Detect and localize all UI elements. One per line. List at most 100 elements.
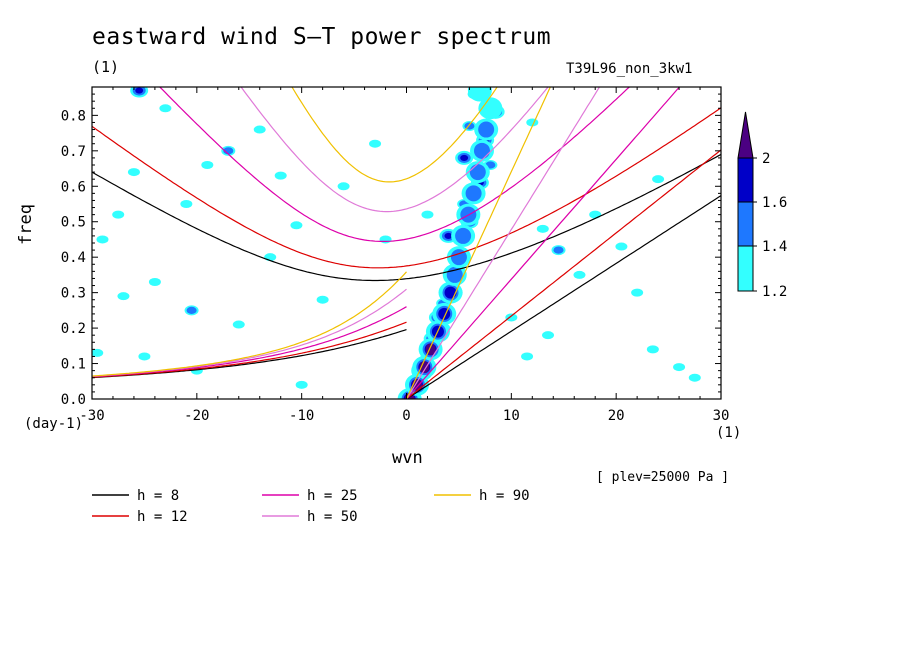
contour-blob: [92, 348, 104, 357]
x-tick-label: 10: [503, 408, 520, 424]
pressure-level-annotation: [ plev=25000 Pa ]: [596, 470, 730, 485]
kelvin-curve: [405, 87, 601, 399]
x-tick-label: 0: [402, 408, 410, 424]
colorbar-segment: [737, 201, 754, 247]
ig-curve: [92, 153, 721, 282]
contour-band: [478, 97, 503, 120]
y-unit-label: (day-1): [24, 416, 84, 432]
contour-band: [478, 121, 495, 138]
contour-blob: [369, 139, 382, 148]
contour-blob: [316, 295, 329, 304]
contour-blob: [159, 104, 172, 113]
y-tick-label: 0.5: [61, 215, 86, 231]
contour-band: [444, 286, 457, 299]
contour-blob: [688, 373, 701, 382]
y-tick-label: 0.4: [61, 250, 86, 266]
colorbar-segment: [737, 245, 754, 292]
contour-blob: [379, 235, 392, 244]
y-tick-label: 0.1: [61, 357, 86, 373]
contour-blob: [631, 288, 644, 297]
y-tick-label: 0.3: [61, 286, 86, 302]
kelvin-curve: [406, 149, 721, 399]
colorbar-label: 1.4: [762, 239, 787, 255]
contour-blob: [232, 320, 245, 329]
colorbar-label: 1.2: [762, 284, 787, 300]
contour-blob: [148, 278, 161, 286]
x-tick-label: -20: [184, 408, 209, 424]
contour-blob: [180, 200, 193, 208]
contour-band: [455, 227, 472, 244]
legend-label: h = 25: [307, 488, 358, 504]
contour-blob: [589, 210, 602, 219]
y-tick-label: 0.0: [61, 392, 86, 408]
contour-blob: [615, 242, 628, 251]
contour-band: [465, 185, 482, 202]
kelvin-curve: [406, 87, 681, 399]
dispersion-curve-layer: [92, 87, 721, 399]
contour-fill-layer: [92, 87, 701, 399]
contour-blob: [274, 171, 287, 180]
legend-label: h = 90: [479, 488, 530, 504]
mrg-curve: [92, 271, 407, 377]
contour-blob: [444, 232, 453, 239]
contour-blob: [138, 352, 151, 361]
contour-band: [450, 249, 467, 266]
contour-blob: [96, 235, 109, 244]
contour-blob: [127, 168, 140, 177]
x-unit-label: (1): [716, 425, 742, 441]
contour-blob: [542, 331, 555, 340]
y-tick-label: 0.2: [61, 321, 86, 337]
contour-band: [419, 361, 430, 374]
contour-blob: [112, 210, 125, 219]
contour-blob: [521, 352, 534, 361]
colorbar-label: 1.6: [762, 195, 787, 211]
contour-blob: [295, 380, 308, 389]
plot-frame: [91, 86, 722, 400]
contour-blob: [673, 363, 686, 372]
colorbar-label: 2: [762, 151, 770, 167]
x-tick-label: -10: [289, 408, 314, 424]
y-tick-label: 0.6: [61, 179, 86, 195]
contour-blob: [646, 345, 659, 354]
contour-blob: [553, 246, 564, 254]
colorbar: 1.2 1.4 1.6 2: [737, 111, 787, 300]
kelvin-curve: [406, 195, 721, 399]
contour-band: [467, 87, 492, 102]
x-tick-label: 30: [713, 408, 730, 424]
ig-curve: [291, 87, 498, 183]
contour-blob: [421, 210, 434, 219]
chart-title: eastward wind S–T power spectrum: [92, 24, 552, 50]
legend-label: h = 12: [137, 509, 188, 525]
mrg-curve: [92, 321, 407, 378]
colorbar-extend-triangle: [737, 111, 754, 159]
contour-blob: [223, 147, 234, 155]
y-tick-label: 0.8: [61, 108, 86, 124]
kelvin-curve: [405, 87, 551, 399]
ig-curve: [92, 107, 721, 269]
mrg-curve: [92, 329, 407, 379]
ig-curve: [240, 87, 549, 213]
contour-blob: [290, 221, 303, 230]
legend: h = 8 h = 12 h = 25 h = 50 h = 90: [92, 488, 530, 525]
x-axis-label: wvn: [392, 448, 423, 468]
mrg-curve: [92, 306, 407, 378]
y-tick-label: 0.7: [61, 144, 86, 160]
contour-blob: [337, 182, 350, 191]
contour-blob: [117, 292, 130, 301]
axis-ticks: -30 -20 -10 0 10 20 30 0.0 0.1 0.2 0.3 0.4 0.5 0.6 0.7…: [61, 86, 730, 424]
contour-blob: [460, 154, 469, 161]
contour-band: [473, 142, 490, 159]
x-tick-label: 20: [608, 408, 625, 424]
contour-blob: [536, 224, 549, 233]
legend-label: h = 50: [307, 509, 358, 525]
contour-blob: [652, 175, 665, 184]
colorbar-segment: [737, 157, 754, 203]
contour-blob: [186, 306, 197, 314]
contour-blob: [505, 313, 518, 322]
run-id-label: T39L96_non_3kw1: [566, 61, 693, 77]
x-tick-label: -30: [79, 408, 104, 424]
chart-subtitle: (1): [92, 58, 120, 76]
contour-blob: [135, 87, 144, 94]
legend-label: h = 8: [137, 488, 179, 504]
